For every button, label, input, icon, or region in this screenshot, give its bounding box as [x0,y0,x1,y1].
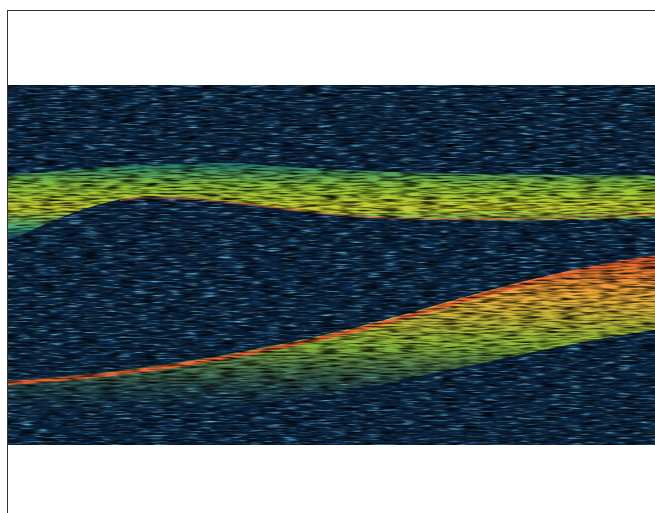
speckle [8,85,655,445]
scan [8,85,655,445]
